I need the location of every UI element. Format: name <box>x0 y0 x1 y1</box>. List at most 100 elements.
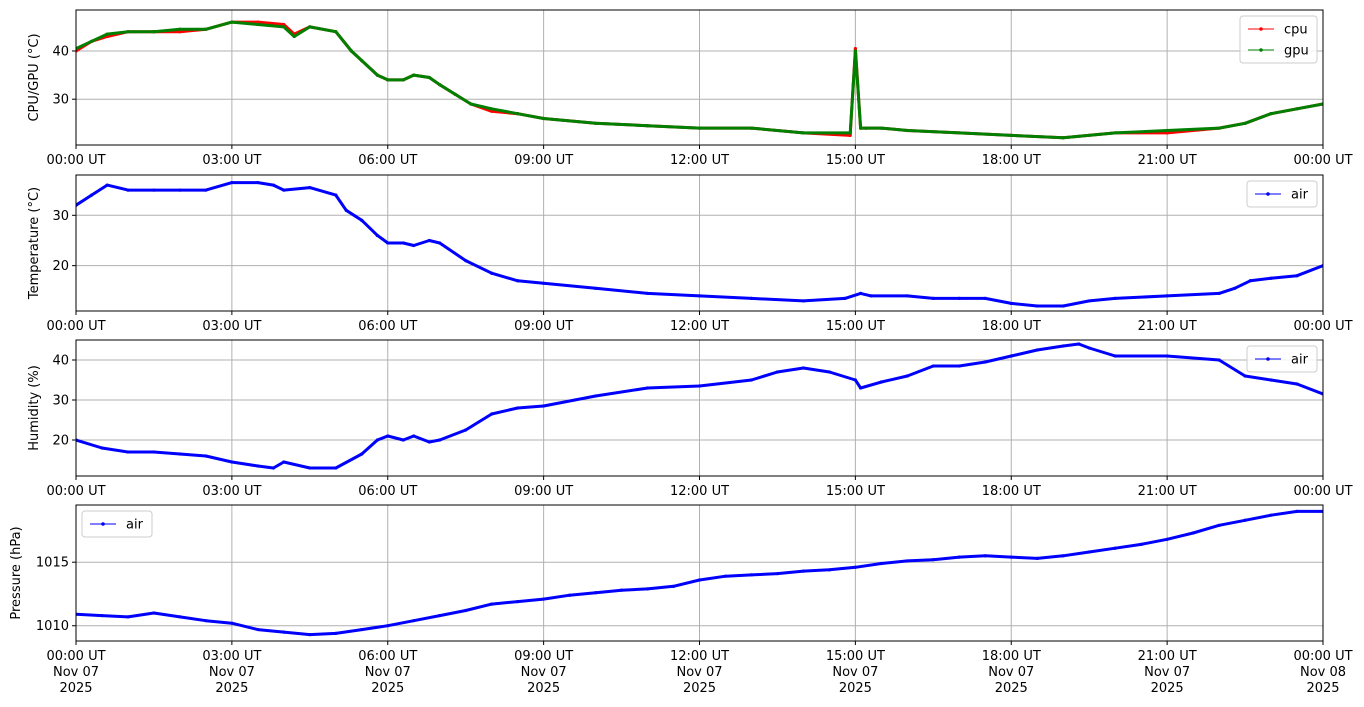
data-point <box>412 243 416 248</box>
data-point <box>542 597 546 601</box>
y-tick-label: 20 <box>52 434 69 449</box>
x-tick-label: 18:00 UT <box>982 649 1041 664</box>
data-point <box>1165 131 1169 135</box>
x-tick-label: 12:00 UT <box>670 319 729 334</box>
y-tick-label: 30 <box>52 394 69 409</box>
data-point <box>749 378 754 382</box>
data-point <box>334 30 338 34</box>
legend-label-air: air <box>1291 353 1309 368</box>
data-point <box>983 360 987 364</box>
data-point <box>308 185 312 190</box>
x-tick-label: 03:00 UT <box>202 649 261 664</box>
data-point <box>931 364 935 368</box>
data-point <box>1233 286 1237 290</box>
data-point <box>905 294 909 298</box>
data-point <box>858 126 863 130</box>
legend-box <box>1246 180 1318 208</box>
data-point <box>334 631 338 635</box>
series-air <box>76 342 1323 470</box>
legend: air <box>1246 345 1318 373</box>
legend-marker-air <box>101 522 105 526</box>
series-air <box>76 180 1323 308</box>
data-point <box>671 584 676 588</box>
data-point <box>1295 509 1299 513</box>
data-point <box>1061 554 1065 558</box>
data-point <box>464 259 468 263</box>
data-point <box>334 466 338 470</box>
data-point <box>516 112 520 116</box>
legend-box <box>1239 15 1318 64</box>
data-point <box>1035 348 1039 352</box>
data-point <box>453 92 457 96</box>
data-point <box>412 434 416 438</box>
data-point <box>1009 301 1013 306</box>
data-point <box>438 438 442 442</box>
data-point <box>801 366 806 370</box>
data-point <box>1113 354 1117 358</box>
x-tick-label: 21:00 UT <box>1138 484 1197 499</box>
data-point <box>1009 133 1013 137</box>
y-tick-label: 40 <box>52 354 69 369</box>
x-tick-label: 00:00 UT <box>1293 484 1352 499</box>
data-point <box>858 291 863 295</box>
data-point <box>1077 342 1081 346</box>
data-point <box>593 286 598 290</box>
data-point <box>697 578 702 582</box>
data-point <box>879 561 883 566</box>
data-point <box>1009 555 1013 559</box>
y-tick-label: 20 <box>52 259 69 274</box>
data-point <box>490 412 494 416</box>
data-point <box>282 25 286 29</box>
data-point <box>292 34 296 39</box>
data-point <box>1243 121 1247 125</box>
x-tick-year-label: 2025 <box>1151 681 1184 696</box>
x-tick-date-label: Nov 07 <box>1144 665 1190 680</box>
data-point <box>105 183 109 187</box>
data-point <box>1295 107 1299 111</box>
data-point <box>375 73 379 77</box>
data-point <box>230 621 234 625</box>
x-tick-label: 15:00 UT <box>826 484 885 499</box>
data-point <box>1113 296 1117 301</box>
data-point <box>749 126 754 130</box>
data-point <box>152 450 156 454</box>
chart-panels: 30 40 00:00 UT 03:00 UT 06:00 UT 09:00 UT 12:0… <box>9 9 1353 696</box>
x-tick-year-label: 2025 <box>1306 681 1339 696</box>
data-point <box>775 370 780 374</box>
data-point <box>697 126 702 130</box>
data-point <box>282 460 286 464</box>
data-point <box>516 599 520 604</box>
legend-box <box>81 510 153 538</box>
data-point <box>542 404 546 408</box>
x-tick-date-label: Nov 08 <box>1300 665 1346 680</box>
x-tick-date-label: Nov 07 <box>365 665 411 680</box>
x-tick-date-label: Nov 07 <box>53 665 99 680</box>
data-point <box>1113 546 1117 550</box>
data-point <box>490 602 494 606</box>
data-point <box>386 241 390 245</box>
data-point <box>178 615 182 619</box>
x-tick-label: 18:00 UT <box>982 319 1041 334</box>
x-tick-label: 18:00 UT <box>982 153 1041 168</box>
data-point <box>1139 542 1143 547</box>
x-tick-label: 00:00 UT <box>1293 153 1352 168</box>
data-point <box>271 183 276 187</box>
data-point <box>1243 374 1247 378</box>
data-point <box>1269 112 1273 116</box>
x-tick-label: 00:00 UT <box>46 153 105 168</box>
data-point <box>375 233 379 238</box>
data-point <box>152 611 156 615</box>
data-point <box>427 75 431 80</box>
data-point <box>1217 358 1221 362</box>
y-tick-label: 30 <box>52 209 69 224</box>
data-point <box>308 633 312 637</box>
data-point <box>858 386 863 390</box>
x-tick-year-label: 2025 <box>371 681 404 696</box>
data-point <box>697 384 702 388</box>
chart-panel-3: 20 30 40 00:00 UT 03:00 UT 06:00 UT 09:00 UT 12… <box>27 339 1353 499</box>
x-tick-label: 09:00 UT <box>514 649 573 664</box>
data-point <box>1248 279 1252 283</box>
legend-label-gpu: gpu <box>1284 44 1309 59</box>
